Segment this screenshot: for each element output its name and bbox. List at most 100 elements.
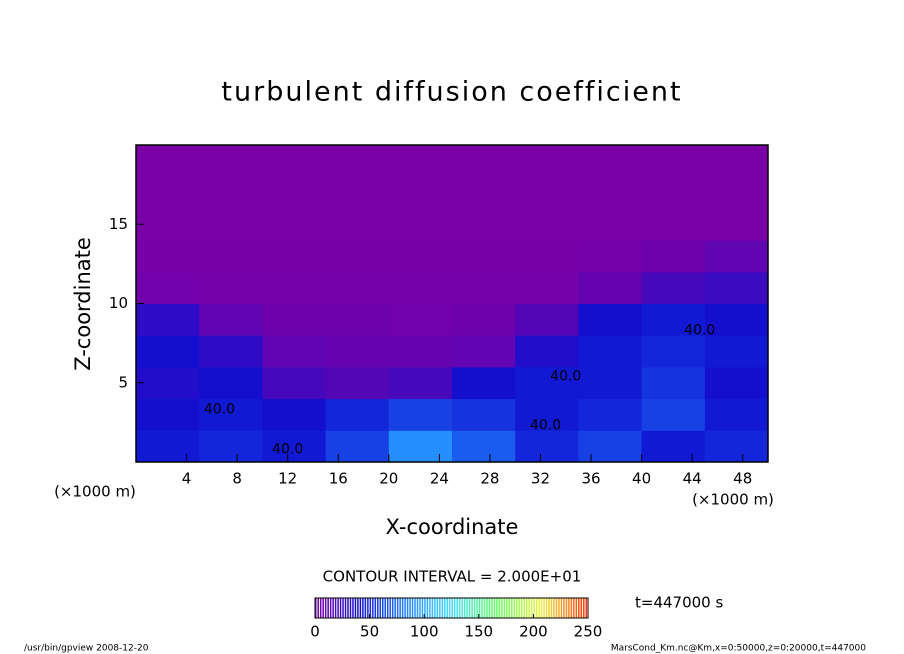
colorbar-stripe <box>548 598 550 618</box>
heat-cell <box>704 335 769 368</box>
heat-cell <box>641 176 706 209</box>
colorbar-stripe <box>379 598 382 618</box>
colorbar-stripe <box>411 598 414 618</box>
heat-cell <box>578 430 643 463</box>
colorbar-stripe <box>409 598 411 618</box>
colorbar-stripe <box>565 598 568 618</box>
heat-cell <box>325 303 390 336</box>
heat-cell <box>325 335 390 368</box>
colorbar-stripe <box>362 598 364 618</box>
colorbar-stripe <box>520 598 523 618</box>
heat-cell <box>515 271 579 304</box>
heat-cell <box>199 366 263 400</box>
heat-cell <box>704 145 769 178</box>
heat-cell <box>515 430 579 463</box>
colorbar-stripe <box>424 598 426 618</box>
heat-cell <box>136 366 200 400</box>
colorbar-stripe <box>453 598 456 618</box>
heat-cell <box>641 208 706 241</box>
x-tick-label: 44 <box>683 470 702 488</box>
colorbar-stripe <box>568 598 570 618</box>
heat-cell <box>704 176 769 209</box>
heat-cell <box>136 303 200 336</box>
colorbar-stripe <box>468 598 471 618</box>
heat-cell <box>515 240 579 273</box>
heat-cell <box>325 208 390 241</box>
heat-cell <box>262 398 327 431</box>
colorbar-stripe <box>382 598 384 618</box>
y-unit: (×1000 m) <box>54 483 136 501</box>
footer-left: /usr/bin/gpview 2008-12-20 <box>24 644 149 654</box>
colorbar-stripe <box>553 598 555 618</box>
colorbar-stripe <box>322 598 324 618</box>
colorbar-stripe <box>391 598 394 618</box>
heat-cell <box>262 335 327 368</box>
colorbar-stripe <box>357 598 359 618</box>
heat-cell <box>199 303 263 336</box>
heat-cell <box>325 176 390 209</box>
contour-label: 40.0 <box>272 441 303 457</box>
heat-cell <box>199 240 263 273</box>
colorbar-stripe <box>359 598 362 618</box>
colorbar-stripe <box>369 598 372 618</box>
colorbar-stripe <box>419 598 421 618</box>
heat-cell <box>704 240 769 273</box>
colorbar-stripe <box>342 598 344 618</box>
colorbar-stripe <box>496 598 498 618</box>
heat-cell <box>452 303 516 336</box>
colorbar-stripe <box>436 598 439 618</box>
heat-cell <box>199 335 263 368</box>
heat-cell <box>199 398 263 431</box>
colorbar-tick-label: 250 <box>574 623 603 641</box>
heat-cell <box>515 303 579 336</box>
x-tick-label: 36 <box>581 470 600 488</box>
y-axis-label: Z-coordinate <box>71 237 95 371</box>
colorbar-stripe <box>384 598 386 618</box>
heat-cell <box>641 366 706 400</box>
colorbar-stripe <box>508 598 511 618</box>
heat-cell <box>325 271 390 304</box>
colorbar-stripe <box>434 598 436 618</box>
heat-cell <box>262 366 327 400</box>
colorbar-stripe <box>545 598 548 618</box>
contour-label: 40.0 <box>204 402 235 418</box>
heat-cell <box>515 176 579 209</box>
heat-cell <box>262 176 327 209</box>
contour-interval: CONTOUR INTERVAL = 2.000E+01 <box>323 568 582 586</box>
heat-cell <box>452 335 516 368</box>
x-tick-label: 12 <box>278 470 297 488</box>
heat-cell <box>515 335 579 368</box>
heat-cell <box>704 398 769 431</box>
heat-cell <box>452 176 516 209</box>
heat-cell <box>136 271 200 304</box>
heat-cell <box>325 145 390 178</box>
heat-cell <box>515 398 579 431</box>
colorbar-stripe <box>530 598 533 618</box>
heat-cell <box>136 208 200 241</box>
x-tick-label: 20 <box>379 470 398 488</box>
heat-cell <box>641 271 706 304</box>
heat-cell <box>578 335 643 368</box>
colorbar-stripe <box>439 598 441 618</box>
colorbar-stripe <box>491 598 493 618</box>
heat-cell <box>704 208 769 241</box>
heat-cell <box>578 208 643 241</box>
heat-cell <box>388 271 453 304</box>
heat-cell <box>452 240 516 273</box>
colorbar-stripe <box>404 598 406 618</box>
colorbar-stripe <box>334 598 337 618</box>
colorbar-stripe <box>458 598 461 618</box>
heat-cell <box>704 430 769 463</box>
heat-cell <box>136 335 200 368</box>
colorbar-stripe <box>575 598 578 618</box>
heat-cell <box>388 145 453 178</box>
heat-cell <box>704 303 769 336</box>
colorbar-stripe <box>431 598 434 618</box>
heat-cell <box>578 240 643 273</box>
colorbar-stripe <box>317 598 319 618</box>
colorbar-stripe <box>367 598 369 618</box>
colorbar-stripe <box>352 598 354 618</box>
colorbar-stripe <box>543 598 545 618</box>
colorbar-stripe <box>347 598 349 618</box>
colorbar-stripe <box>386 598 389 618</box>
